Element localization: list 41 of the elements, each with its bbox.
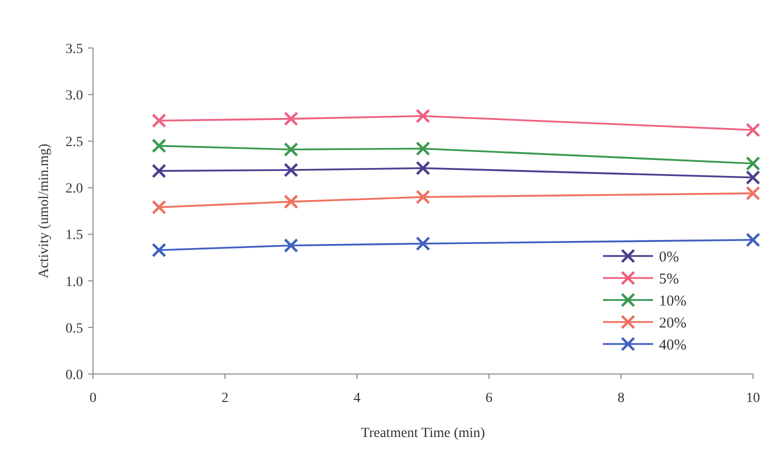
- y-tick-label: 3.5: [66, 42, 83, 57]
- legend-label: 10%: [659, 293, 686, 310]
- point: [284, 162, 298, 178]
- point: [746, 186, 760, 201]
- point: [416, 160, 430, 176]
- point: [152, 113, 166, 128]
- point: [284, 238, 298, 253]
- point: [152, 242, 166, 258]
- legend-label: 0%: [659, 249, 679, 266]
- point: [746, 122, 760, 138]
- y-tick-label: 0.5: [66, 321, 83, 336]
- point: [746, 232, 760, 248]
- point: [152, 200, 166, 215]
- y-tick-label: 3.0: [66, 88, 83, 104]
- point: [284, 194, 298, 209]
- point: [152, 164, 166, 178]
- y-tick-label: 1.0: [66, 274, 83, 290]
- x-axis-title: Treatment Time (min): [361, 426, 486, 441]
- point: [746, 170, 760, 185]
- x-tick-label: 6: [486, 391, 492, 406]
- x-tick-label: 0: [90, 391, 96, 406]
- y-tick-label: 1.5: [66, 228, 83, 244]
- point: [746, 156, 760, 171]
- legend-label: 20%: [659, 315, 686, 332]
- point: [416, 236, 430, 251]
- y-tick-label: 2.5: [66, 135, 83, 150]
- y-axis-title: Activity (umol/min.mg): [37, 143, 52, 278]
- point: [152, 138, 166, 154]
- point: [416, 190, 430, 204]
- point: [284, 142, 298, 157]
- point: [416, 141, 430, 156]
- x-tick-label: 10: [746, 391, 760, 406]
- x-tick-label: 8: [618, 391, 624, 406]
- x-tick-label: 2: [222, 391, 228, 406]
- legend-label: 40%: [659, 337, 686, 354]
- point: [416, 108, 430, 124]
- point: [284, 112, 298, 126]
- x-tick-label: 4: [354, 391, 360, 406]
- y-tick-label: 0.0: [66, 368, 83, 383]
- legend-label: 5%: [659, 271, 679, 288]
- y-tick-label: 2.0: [66, 182, 83, 197]
